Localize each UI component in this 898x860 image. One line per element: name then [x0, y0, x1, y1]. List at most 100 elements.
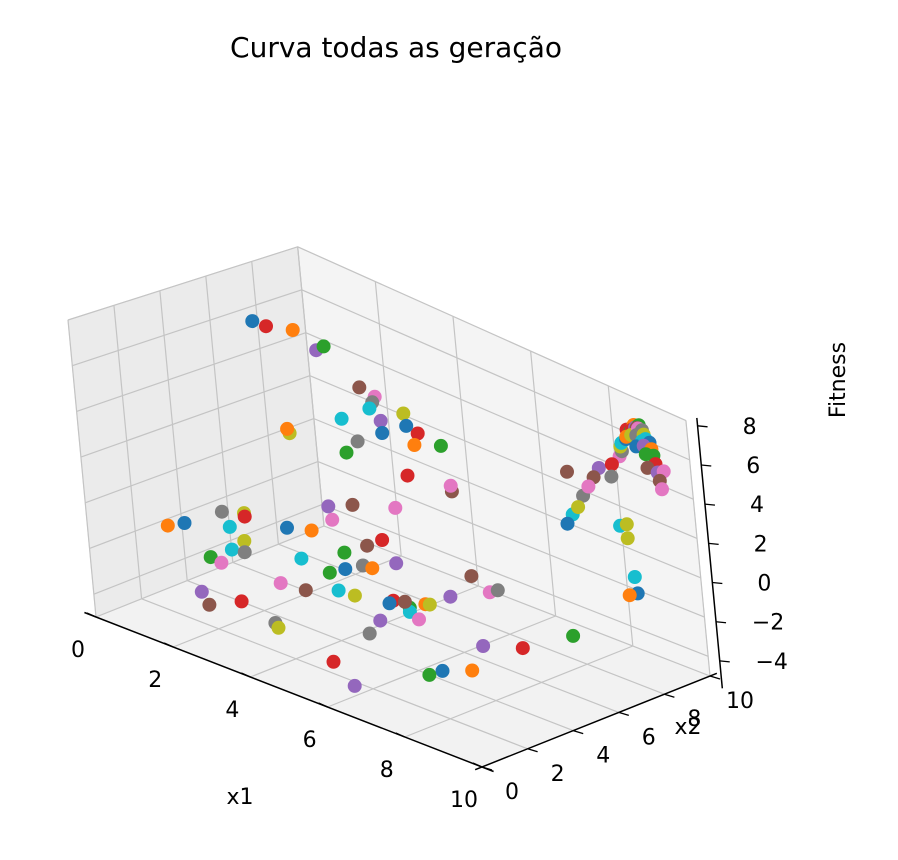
z-tick-mark	[701, 464, 712, 467]
data-point	[203, 550, 218, 565]
data-point	[194, 584, 209, 599]
data-point	[412, 612, 426, 627]
grid-z-left	[67, 246, 298, 321]
x-tick-label: 2	[148, 668, 162, 693]
data-point	[407, 438, 422, 452]
y-tick-mark	[573, 729, 584, 735]
grid-z-left	[89, 461, 319, 550]
x-tick-mark	[395, 732, 406, 738]
data-point	[325, 512, 340, 527]
y-axis-label: x2	[674, 715, 701, 740]
data-point	[571, 500, 586, 515]
x-tick-mark	[241, 672, 251, 678]
chart-title: Curva todas as geração	[230, 31, 562, 64]
x-tick-label: 8	[380, 758, 394, 783]
grid-y-left	[113, 305, 143, 599]
data-point	[581, 479, 596, 494]
grid-z-back	[305, 332, 694, 500]
y-tick-label: 0	[505, 780, 519, 805]
grid-z-left	[76, 332, 306, 412]
data-point	[331, 583, 346, 598]
data-point	[245, 314, 260, 329]
data-point	[334, 411, 349, 426]
z-tick-label: 2	[754, 532, 768, 557]
grid-y-left	[205, 276, 234, 563]
y-tick-mark	[527, 748, 538, 753]
data-point	[373, 613, 388, 628]
grid-z-left	[72, 289, 302, 367]
axis-lines	[84, 417, 730, 773]
z-tick-label: 4	[750, 493, 764, 518]
y-axis-line	[474, 672, 718, 771]
data-point	[345, 497, 360, 512]
z-tick-label: 0	[757, 572, 771, 597]
data-point	[298, 583, 313, 598]
axes-panes	[67, 245, 712, 768]
grid-z-back	[321, 503, 709, 657]
x-tick-mark	[472, 762, 483, 768]
z-tick-label: 6	[746, 454, 760, 479]
y-tick-mark	[481, 766, 493, 771]
grid-y-left	[297, 246, 325, 527]
y-tick-mark	[618, 711, 629, 717]
z-tick-mark	[719, 660, 730, 663]
data-point	[566, 628, 581, 643]
y-tick-label: 6	[642, 725, 656, 750]
grid-y-floor	[186, 580, 574, 732]
z-tick-label: 8	[743, 415, 757, 440]
data-point	[443, 589, 458, 604]
data-point	[202, 597, 217, 612]
data-point	[259, 319, 273, 334]
data-point	[620, 531, 635, 546]
data-point	[400, 468, 415, 483]
grid-x-back	[607, 385, 634, 647]
z-tick-mark	[712, 581, 723, 585]
x-tick-label: 10	[450, 788, 478, 813]
data-point	[347, 678, 362, 693]
z-tick-mark	[697, 425, 708, 428]
grid-y-floor	[232, 561, 620, 713]
data-point	[280, 421, 295, 436]
grid-y-left	[67, 319, 97, 618]
data-point	[604, 457, 619, 472]
y-tick-label: 2	[551, 762, 565, 787]
data-point	[465, 663, 480, 678]
data-point	[224, 542, 239, 557]
grid-x-floor	[404, 645, 634, 738]
z-tick-label: −2	[752, 611, 784, 636]
data-point	[347, 588, 362, 603]
x-tick-mark	[163, 642, 174, 648]
z-tick-mark	[704, 503, 716, 506]
data-point	[322, 565, 337, 580]
data-point	[622, 588, 637, 603]
data-point	[339, 445, 354, 460]
grid-y-left	[159, 290, 188, 581]
data-point	[294, 551, 309, 566]
data-point	[388, 500, 403, 515]
data-points	[160, 314, 671, 693]
data-point	[316, 339, 331, 354]
data-point	[422, 667, 437, 682]
grid-y-left	[251, 261, 279, 545]
y-tick-label: 4	[596, 744, 610, 769]
grid-z-left	[80, 375, 311, 458]
data-point	[285, 323, 300, 337]
data-point	[273, 576, 288, 591]
data-point	[619, 517, 634, 532]
data-point	[560, 464, 574, 479]
data-point	[237, 509, 252, 524]
y-tick-label: 10	[726, 689, 754, 714]
data-point	[560, 516, 575, 531]
data-point	[214, 555, 229, 570]
z-axis-line	[696, 417, 724, 689]
data-point	[433, 438, 448, 453]
data-point	[338, 562, 353, 577]
data-point	[655, 482, 669, 497]
data-point	[214, 504, 229, 519]
x-axis-line	[84, 611, 494, 773]
x-tick-label: 0	[71, 638, 85, 663]
grid-z-back	[313, 418, 701, 579]
x-axis-label: x1	[226, 785, 253, 810]
